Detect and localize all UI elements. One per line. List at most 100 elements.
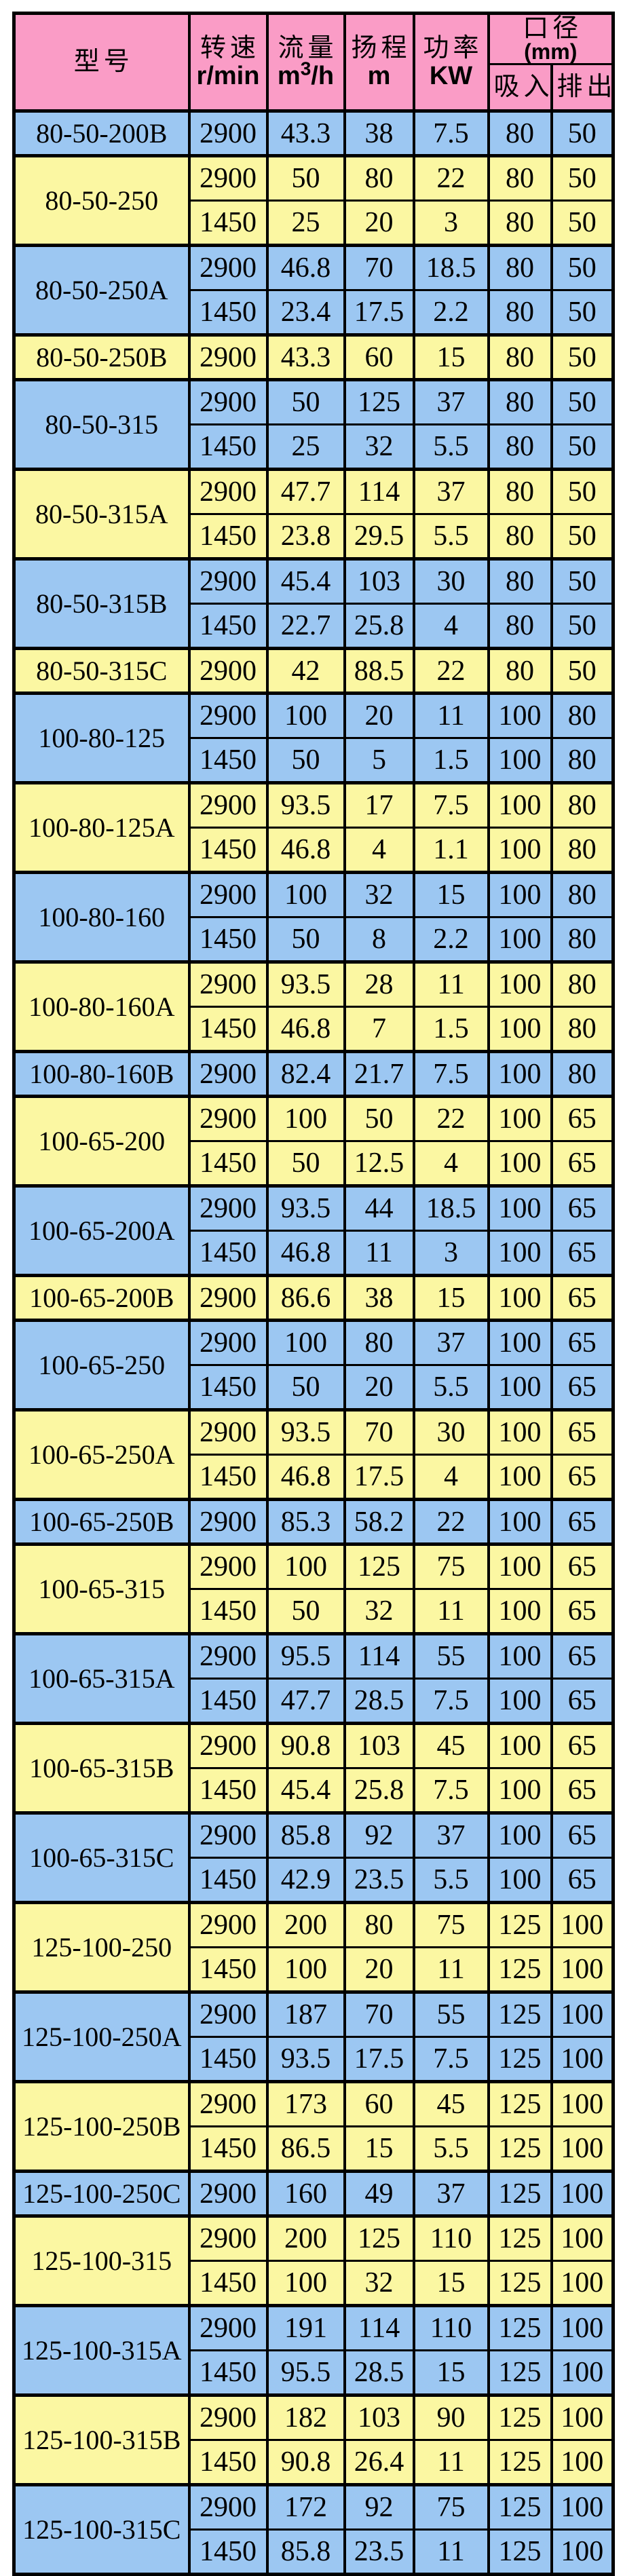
head-cell: 38	[343, 109, 415, 157]
table-body: 80-50-200B 2900 43.3 38 7.5 80 50 80-50-250 2900…	[12, 109, 615, 2576]
head-cell: 32	[343, 1588, 415, 1635]
model-cell: 100-65-315C	[12, 1811, 191, 1904]
speed-cell: 1450	[187, 2528, 269, 2576]
flow-cell: 43.3	[265, 333, 346, 381]
flow-unit-base: m	[277, 61, 301, 90]
suction-cell: 100	[487, 1140, 553, 1188]
power-cell: 55	[412, 1632, 490, 1680]
flow-cell: 100	[265, 871, 346, 919]
suction-cell: 125	[487, 2349, 553, 2397]
power-cell: 11	[412, 692, 490, 740]
suction-cell: 100	[487, 871, 553, 919]
flow-cell: 100	[265, 2260, 346, 2307]
discharge-cell: 80	[550, 781, 615, 829]
discharge-cell: 50	[550, 200, 615, 247]
column-header-model: 型号	[12, 12, 191, 113]
table-row: 100-65-315C 2900 85.8 92 37 100 65	[12, 1811, 615, 1904]
table-row: 80-50-315C 2900 42 88.5 22 80 50	[12, 647, 615, 695]
speed-cell: 2900	[187, 378, 269, 426]
speed-cell: 2900	[187, 109, 269, 157]
discharge-header-label: 排出	[556, 72, 613, 101]
table-row: 80-50-315 2900 50 125 37 80 50	[12, 378, 615, 471]
head-cell: 58.2	[343, 1498, 415, 1546]
discharge-cell: 80	[550, 1050, 615, 1098]
head-cell: 70	[343, 1408, 415, 1456]
speed-cell: 2900	[187, 557, 269, 605]
suction-cell: 100	[487, 1632, 553, 1680]
power-cell: 4	[412, 603, 490, 650]
model-cell: 100-80-160	[12, 871, 191, 964]
head-cell: 23.5	[343, 2528, 415, 2576]
discharge-cell: 80	[550, 737, 615, 784]
table-row: 1450 50 20 5.5 100 65	[14, 1364, 615, 1412]
power-cell: 37	[412, 378, 490, 426]
table-row: 125-100-250A 2900 187 70 55 125 100	[12, 1990, 615, 2083]
power-cell: 15	[412, 1274, 490, 1322]
flow-cell: 173	[265, 2080, 346, 2128]
model-cell: 100-65-250A	[12, 1408, 191, 1501]
power-cell: 15	[412, 333, 490, 381]
speed-cell: 1450	[187, 1230, 269, 1277]
flow-cell: 100	[265, 1095, 346, 1143]
discharge-cell: 100	[550, 2125, 615, 2173]
head-cell: 103	[343, 557, 415, 605]
speed-cell: 1450	[187, 1678, 269, 1725]
column-header-power: 功率 KW	[412, 12, 490, 113]
discharge-cell: 50	[550, 154, 615, 202]
suction-cell: 80	[487, 468, 553, 516]
suction-cell: 125	[487, 2036, 553, 2083]
speed-cell: 2900	[187, 2170, 269, 2218]
discharge-cell: 80	[550, 960, 615, 1008]
table-row: 125-100-315A 2900 191 114 110 125 100	[12, 2304, 615, 2397]
suction-cell: 100	[487, 1230, 553, 1277]
flow-cell: 93.5	[265, 960, 346, 1008]
power-cell: 4	[412, 1454, 490, 1501]
model-cell: 80-50-200B	[12, 109, 191, 157]
flow-cell: 182	[265, 2393, 346, 2442]
power-cell: 1.5	[412, 1006, 490, 1053]
power-cell: 15	[412, 2260, 490, 2307]
model-cell: 100-80-125A	[12, 781, 191, 874]
flow-cell: 85.3	[265, 1498, 346, 1546]
speed-cell: 2900	[187, 647, 269, 695]
table-row: 100-65-250A 2900 93.5 70 30 100 65	[12, 1408, 615, 1501]
power-cell: 5.5	[412, 2125, 490, 2173]
table-row: 1450 23.8 29.5 5.5 80 50	[14, 513, 615, 561]
suction-cell: 100	[487, 1274, 553, 1322]
suction-cell: 80	[487, 244, 553, 292]
suction-cell: 125	[487, 2528, 553, 2576]
table-row: 1450 46.8 4 1.1 100 80	[14, 827, 615, 874]
speed-cell: 2900	[187, 1408, 269, 1456]
table-row: 100-80-160B 2900 82.4 21.7 7.5 100 80	[12, 1050, 615, 1098]
power-cell: 11	[412, 1588, 490, 1635]
table-row: 1450 23.4 17.5 2.2 80 50	[14, 289, 615, 337]
speed-cell: 1450	[187, 737, 269, 784]
flow-unit-exponent: 3	[300, 57, 312, 79]
power-cell: 4	[412, 1140, 490, 1188]
speed-cell: 2900	[187, 1050, 269, 1098]
speed-cell: 1450	[187, 1767, 269, 1815]
power-cell: 75	[412, 1901, 490, 1949]
power-cell: 7.5	[412, 2036, 490, 2083]
suction-cell: 125	[487, 2260, 553, 2307]
power-cell: 7.5	[412, 1678, 490, 1725]
head-cell: 38	[343, 1274, 415, 1322]
flow-cell: 46.8	[265, 1454, 346, 1501]
head-cell: 20	[343, 200, 415, 247]
head-cell: 80	[343, 154, 415, 202]
table-row: 100-80-125 2900 100 20 11 100 80	[12, 692, 615, 784]
head-cell: 23.5	[343, 1857, 415, 1904]
column-header-discharge: 排出	[550, 63, 615, 113]
power-cell: 75	[412, 2483, 490, 2531]
speed-cell: 2900	[187, 2214, 269, 2262]
power-cell: 45	[412, 1722, 490, 1770]
suction-cell: 100	[487, 781, 553, 829]
flow-cell: 45.4	[265, 1767, 346, 1815]
power-header-unit: KW	[429, 61, 473, 90]
flow-cell: 50	[265, 1588, 346, 1635]
suction-cell: 100	[487, 1454, 553, 1501]
discharge-cell: 65	[550, 1454, 615, 1501]
flow-cell: 46.8	[265, 1230, 346, 1277]
discharge-cell: 65	[550, 1542, 615, 1591]
pump-spec-table: 型号 转速 r/min 流量 m3/h 扬程 m 功率 KW 口径 (mm)	[12, 12, 616, 2576]
